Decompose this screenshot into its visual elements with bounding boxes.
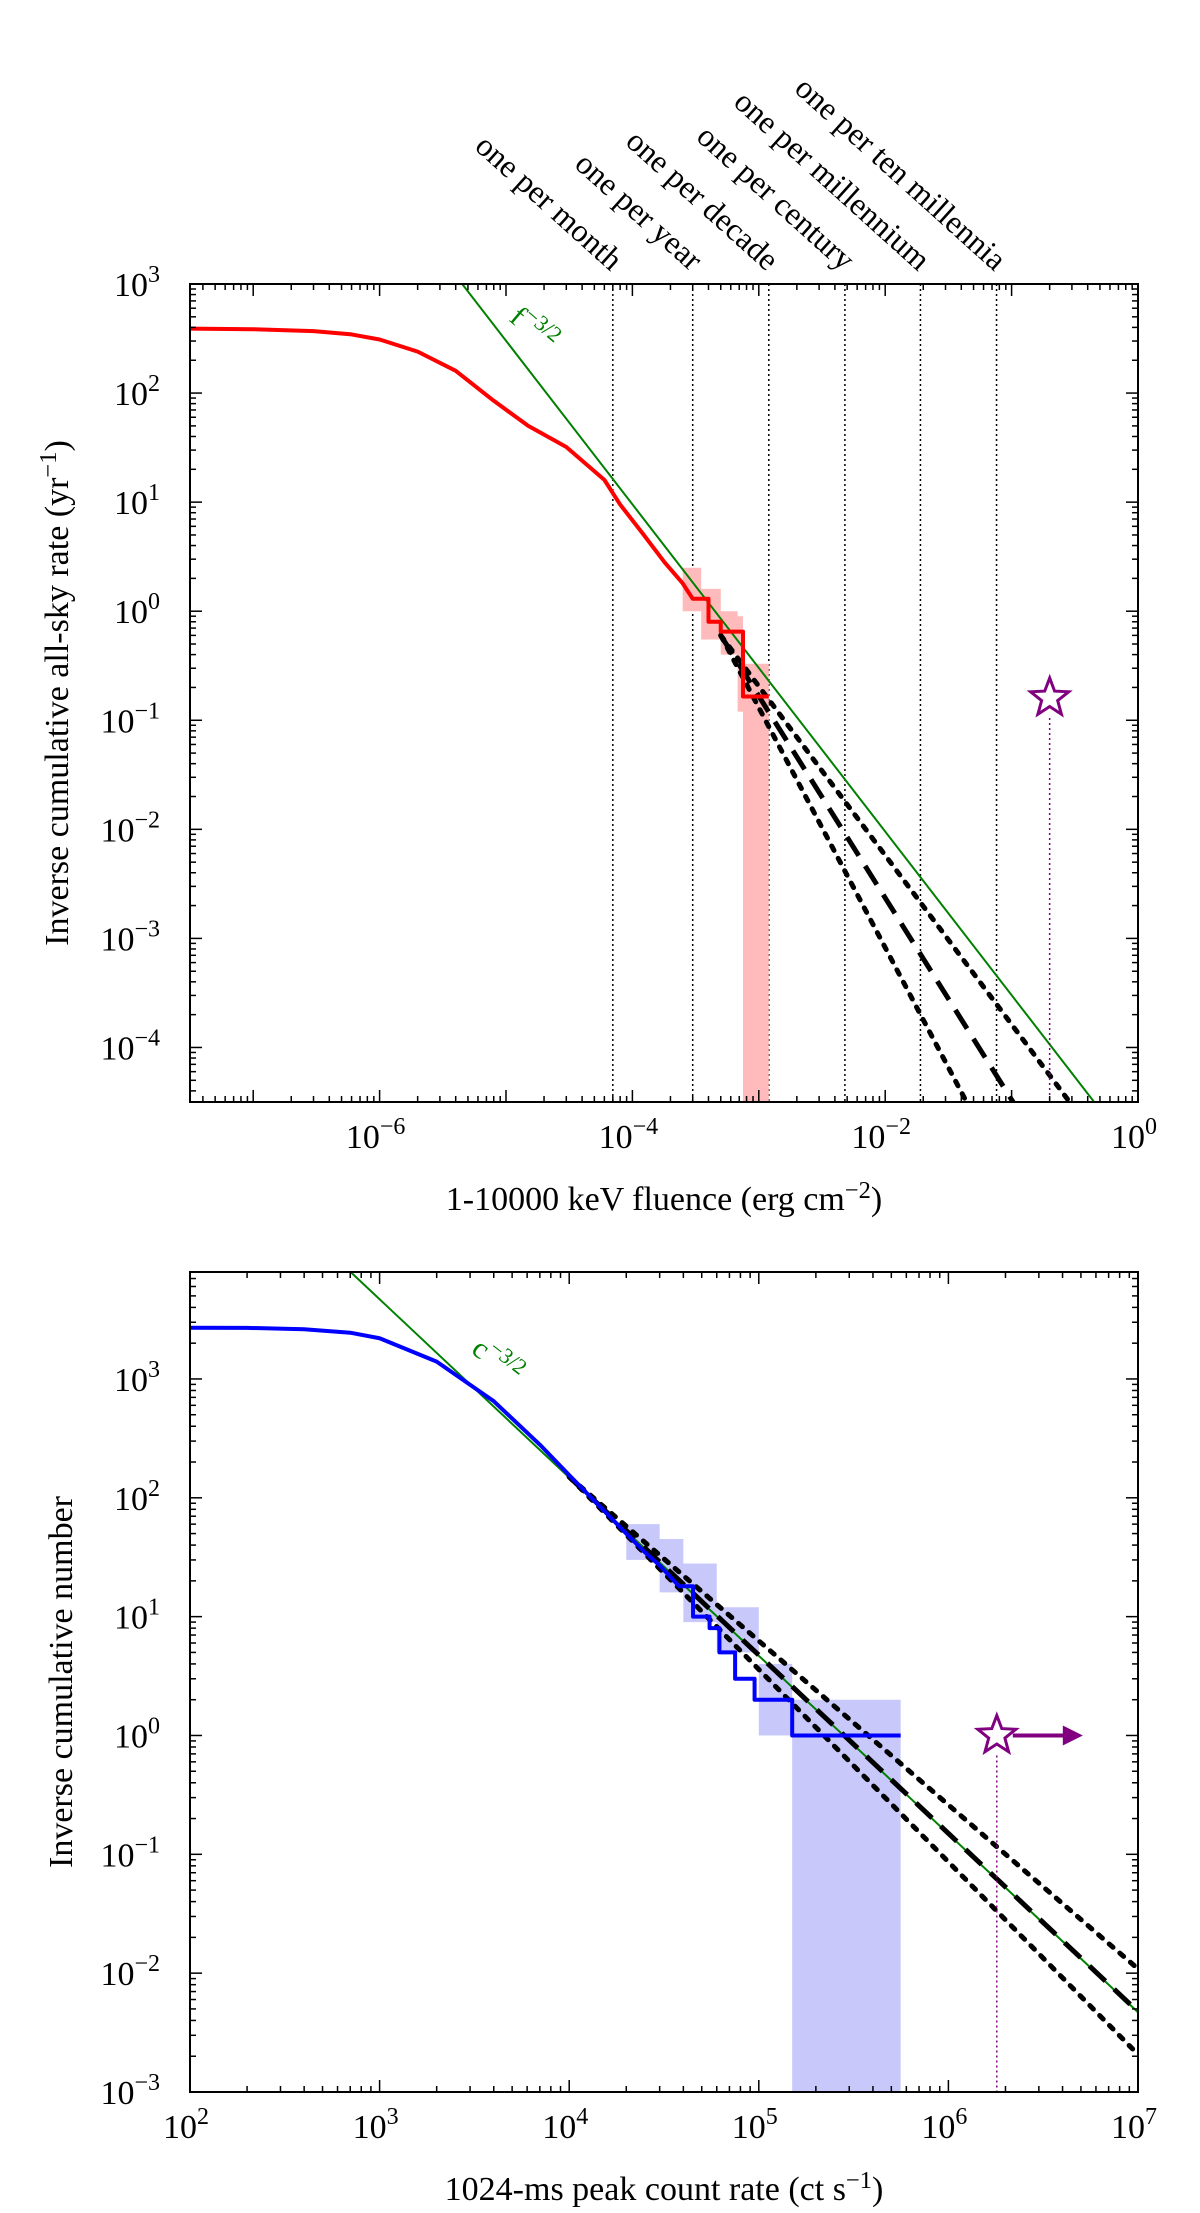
plot-area xyxy=(190,284,1096,1102)
x-tick-label: 10−4 xyxy=(599,1114,659,1156)
power-law-label: c−3/2 xyxy=(466,1327,532,1391)
axis-ticks xyxy=(190,283,1139,1102)
x-tick-label: 102 xyxy=(163,2104,209,2146)
rate-reference-lines xyxy=(612,284,998,1102)
x-tick-label: 100 xyxy=(1111,1114,1157,1156)
x-axis-label: 1-10000 keV fluence (erg cm−2) xyxy=(446,1177,882,1218)
y-tick-label: 10−3 xyxy=(100,2070,160,2112)
observed-curve xyxy=(190,326,769,699)
model-fit-line xyxy=(718,634,1017,1102)
uncertainty-band xyxy=(682,567,769,1102)
plot-area xyxy=(190,1272,1138,2092)
x-tick-label: 107 xyxy=(1111,2104,1157,2146)
y-tick-label: 102 xyxy=(114,371,160,413)
x-tick-label: 105 xyxy=(732,2104,778,2146)
axes-frame xyxy=(189,1271,1139,2093)
tick-labels: 10−6 10−4 10−2 100 10−4 10−3 10−2 10−1 100 101 102… xyxy=(100,262,1157,1156)
observed-curve xyxy=(190,1325,901,1738)
y-tick-label: 102 xyxy=(114,1476,160,1518)
y-tick-label: 103 xyxy=(114,262,160,304)
y-tick-label: 10−2 xyxy=(100,807,160,849)
arrow-head xyxy=(1062,1725,1083,1746)
y-tick-label: 101 xyxy=(114,1595,160,1637)
y-tick-label: 100 xyxy=(114,1713,160,1755)
axes-frame xyxy=(189,283,1139,1103)
y-tick-label: 101 xyxy=(114,480,160,522)
y-axis-label: Inverse cumulative all-sky rate (yr−1) xyxy=(35,440,76,946)
model-fit-bound xyxy=(566,1474,1138,1972)
x-tick-label: 10−6 xyxy=(346,1114,406,1156)
x-tick-label: 104 xyxy=(542,2104,588,2146)
y-tick-label: 10−4 xyxy=(100,1025,160,1067)
model-fit-line xyxy=(567,1475,1138,2014)
peak-count-chart: 102 103 104 105 106 107 10−3 10−2 10−1 100 101 102 1… xyxy=(43,1271,1157,2208)
x-tick-label: 10−2 xyxy=(851,1114,911,1156)
power-law-guide xyxy=(460,284,1096,1102)
x-tick-label: 106 xyxy=(921,2104,967,2146)
x-tick-label: 103 xyxy=(353,2104,399,2146)
star-marker xyxy=(1026,673,1073,718)
x-axis-label: 1024-ms peak count rate (ct s−1) xyxy=(445,2167,884,2208)
y-tick-label: 10−2 xyxy=(100,1951,160,1993)
star-marker xyxy=(973,1711,1020,1756)
y-axis-label: Inverse cumulative number xyxy=(43,1495,80,1868)
y-tick-label: 100 xyxy=(114,589,160,631)
model-fit-bound xyxy=(566,1474,1138,2057)
model-fit-bound xyxy=(718,632,970,1102)
fluence-rate-chart: 10−6 10−4 10−2 100 10−4 10−3 10−2 10−1 100 101 102… xyxy=(35,69,1157,1218)
uncertainty-band xyxy=(626,1524,901,2092)
axis-ticks xyxy=(189,1272,1139,2093)
y-tick-label: 10−1 xyxy=(100,1832,160,1874)
y-tick-label: 103 xyxy=(114,1357,160,1399)
y-tick-label: 10−3 xyxy=(100,916,160,958)
y-tick-label: 10−1 xyxy=(100,698,160,740)
tick-labels: 102 103 104 105 106 107 10−3 10−2 10−1 100 101 102 1… xyxy=(100,1357,1157,2146)
